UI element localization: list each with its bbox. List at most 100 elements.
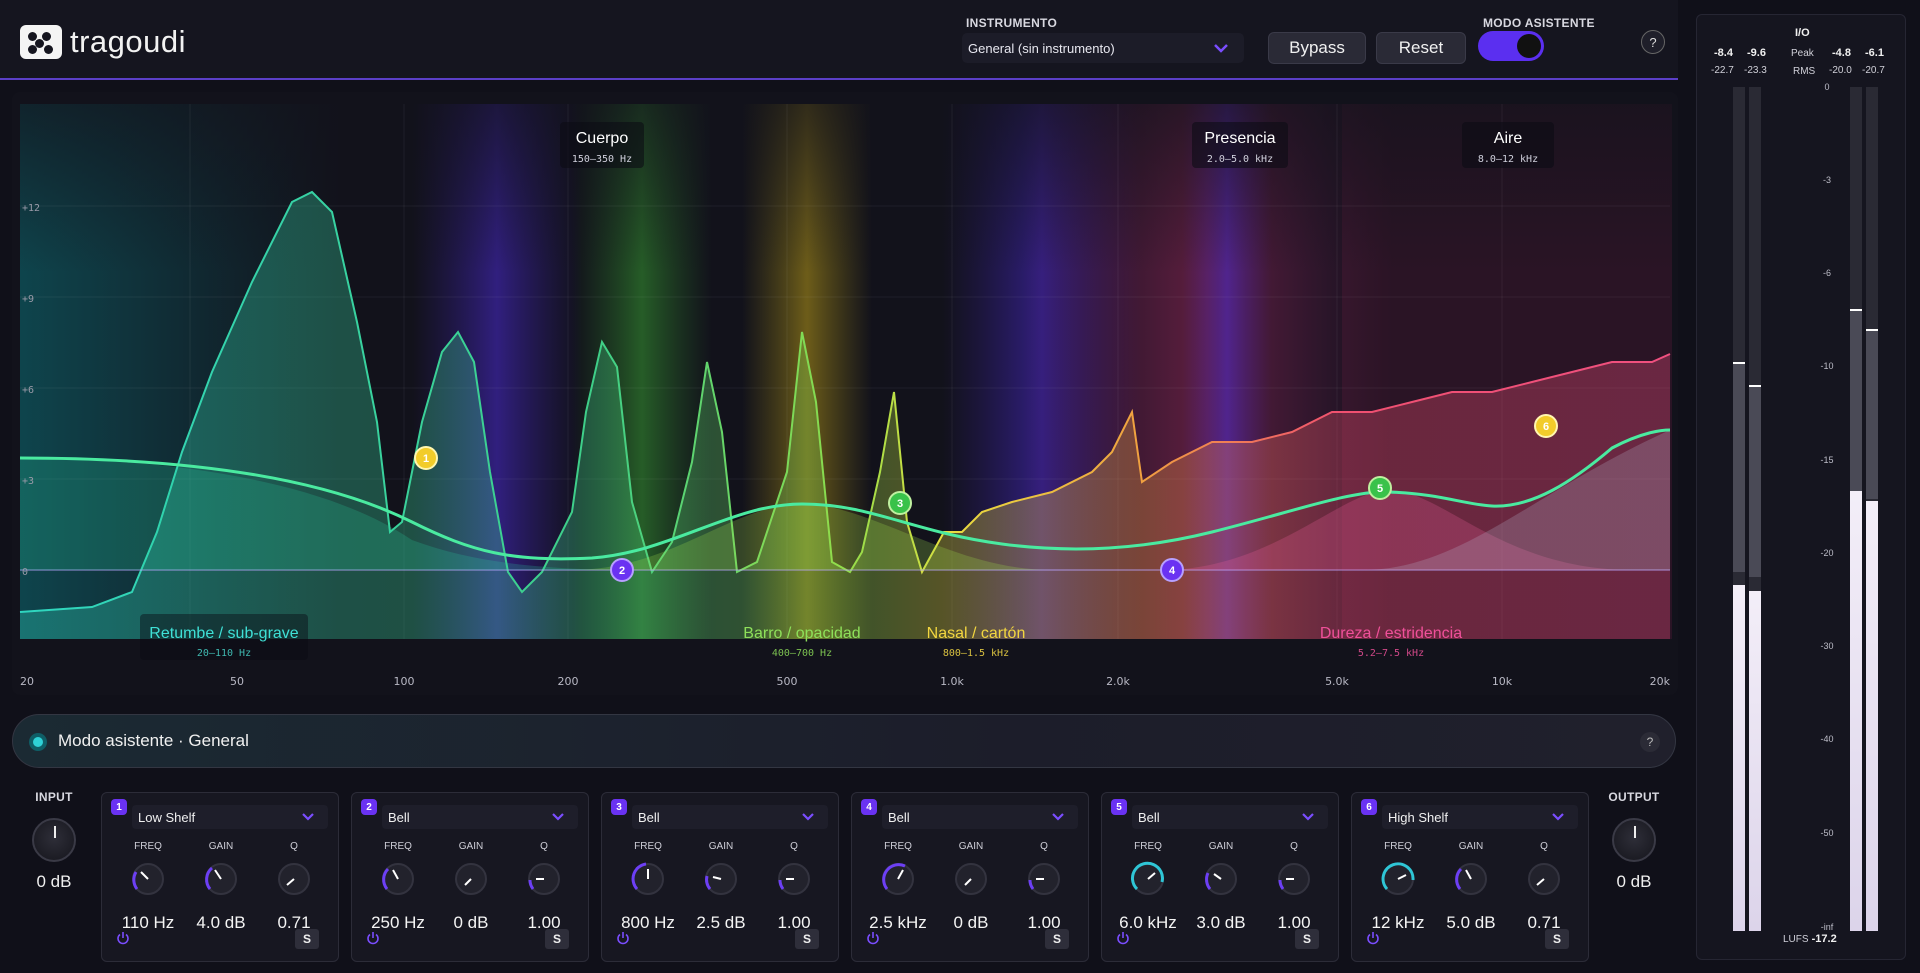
logo: tragoudi [20, 24, 186, 60]
assistant-mode-text: Modo asistente · General [58, 731, 249, 750]
scale-tick: -6 [1822, 268, 1831, 278]
assistant-help-button[interactable]: ? [1640, 732, 1660, 752]
scale-tick: 0 [1824, 82, 1830, 92]
eq-graph[interactable]: +12 +9 +6 +3 0 20 50 100 200 500 1.0k 2.… [12, 92, 1678, 695]
gain-knob[interactable] [202, 860, 240, 898]
band-number: 5 [1111, 799, 1127, 815]
band-number: 1 [111, 799, 127, 815]
gain-value: 5.0 dB [1446, 913, 1496, 932]
band-3-panel: 3 Bell FREQ 800 Hz GAIN 2.5 dB Q 1.00 S [601, 792, 839, 962]
solo-button[interactable]: S [545, 929, 569, 949]
band-node-2[interactable]: 2 [610, 558, 634, 582]
logo-icon [20, 25, 62, 59]
freq-knob[interactable] [1129, 860, 1167, 898]
solo-button[interactable]: S [1045, 929, 1069, 949]
reset-button[interactable]: Reset [1376, 32, 1466, 64]
node-label: 4 [1169, 565, 1176, 577]
band-node-4[interactable]: 4 [1160, 558, 1184, 582]
gain-value: 4.0 dB [196, 913, 246, 932]
meter-title: I/O [1795, 27, 1810, 39]
instrument-select[interactable]: General (sin instrumento) [962, 33, 1244, 63]
q-value: 0.71 [1527, 913, 1561, 932]
chevron-down-icon [302, 813, 314, 821]
gain-knob[interactable] [1452, 860, 1490, 898]
q-knob[interactable] [1025, 860, 1063, 898]
help-button[interactable]: ? [1641, 30, 1665, 54]
band-number: 3 [611, 799, 627, 815]
freq-knob[interactable] [879, 860, 917, 898]
input-gain-knob[interactable] [32, 818, 76, 862]
q-value: 1.00 [1277, 913, 1311, 932]
band-number: 2 [361, 799, 377, 815]
gain-value: 0 dB [953, 913, 989, 932]
freq-knob[interactable] [1379, 860, 1417, 898]
region-range: 2.0–5.0 kHz [1207, 154, 1273, 165]
q-value: 0.71 [277, 913, 311, 932]
band-type-select[interactable]: Bell [1132, 805, 1328, 829]
band-type-select[interactable]: Bell [382, 805, 578, 829]
power-icon[interactable] [866, 931, 880, 945]
eq-display[interactable]: +12 +9 +6 +3 0 20 50 100 200 500 1.0k 2.… [12, 92, 1678, 695]
band-gain-control: GAIN 2.5 dB [691, 841, 751, 933]
out-meter-left [1850, 87, 1862, 931]
band-6-shape [1362, 430, 1670, 570]
band-node-5[interactable]: 5 [1368, 476, 1392, 500]
q-knob[interactable] [525, 860, 563, 898]
band-node-3[interactable]: 3 [888, 491, 912, 515]
q-knob[interactable] [275, 860, 313, 898]
solo-button[interactable]: S [795, 929, 819, 949]
chevron-down-icon [1552, 813, 1564, 821]
power-icon[interactable] [1116, 931, 1130, 945]
freq-value: 6.0 kHz [1119, 913, 1177, 932]
gain-knob[interactable] [702, 860, 740, 898]
freq-knob[interactable] [629, 860, 667, 898]
band-5-panel: 5 Bell FREQ 6.0 kHz GAIN 3.0 dB Q 1.00 S [1101, 792, 1339, 962]
freq-tick: 20 [20, 675, 34, 688]
region-name: Nasal / cartón [927, 625, 1026, 642]
chevron-down-icon [552, 813, 564, 821]
band-type-select[interactable]: Bell [632, 805, 828, 829]
freq-tick: 500 [777, 675, 798, 688]
scale-tick: -3 [1822, 175, 1831, 185]
freq-knob[interactable] [129, 860, 167, 898]
freq-knob[interactable] [379, 860, 417, 898]
gain-knob[interactable] [452, 860, 490, 898]
region-name: Cuerpo [576, 130, 629, 147]
region-cuerpo: Cuerpo 150–350 Hz [560, 122, 644, 168]
power-icon[interactable] [366, 931, 380, 945]
band-type-select[interactable]: High Shelf [1382, 805, 1578, 829]
band-node-1[interactable]: 1 [414, 446, 438, 470]
band-type-select[interactable]: Bell [882, 805, 1078, 829]
freq-value: 2.5 kHz [869, 913, 927, 932]
power-icon[interactable] [616, 931, 630, 945]
bypass-button[interactable]: Bypass [1268, 32, 1366, 64]
out-peak-right: -6.1 [1865, 47, 1884, 59]
q-knob[interactable] [775, 860, 813, 898]
q-label: Q [1540, 841, 1548, 852]
chevron-down-icon [1302, 813, 1314, 821]
band-node-6[interactable]: 6 [1534, 414, 1558, 438]
gain-knob[interactable] [1202, 860, 1240, 898]
band-type-value: Low Shelf [138, 810, 196, 825]
gain-label: GAIN [458, 841, 484, 852]
band-type-select[interactable]: Low Shelf [132, 805, 328, 829]
q-knob[interactable] [1275, 860, 1313, 898]
power-icon[interactable] [116, 931, 130, 945]
db-tick: +12 [22, 203, 40, 214]
assistant-mode-toggle[interactable] [1478, 31, 1544, 61]
region-aire: Aire 8.0–12 kHz [1462, 122, 1554, 168]
solo-button[interactable]: S [1295, 929, 1319, 949]
solo-button[interactable]: S [295, 929, 319, 949]
scale-tick: -20 [1820, 548, 1834, 558]
power-icon[interactable] [1366, 931, 1380, 945]
q-knob[interactable] [1525, 860, 1563, 898]
solo-button[interactable]: S [1545, 929, 1569, 949]
rms-label: RMS [1793, 66, 1816, 77]
chevron-down-icon [1214, 44, 1228, 53]
band-1-shape [20, 458, 612, 570]
region-name: Dureza / estridencia [1320, 625, 1462, 642]
output-label: OUTPUT [1608, 790, 1660, 804]
assistant-mode-label: MODO ASISTENTE [1483, 16, 1595, 30]
output-gain-knob[interactable] [1612, 818, 1656, 862]
gain-knob[interactable] [952, 860, 990, 898]
